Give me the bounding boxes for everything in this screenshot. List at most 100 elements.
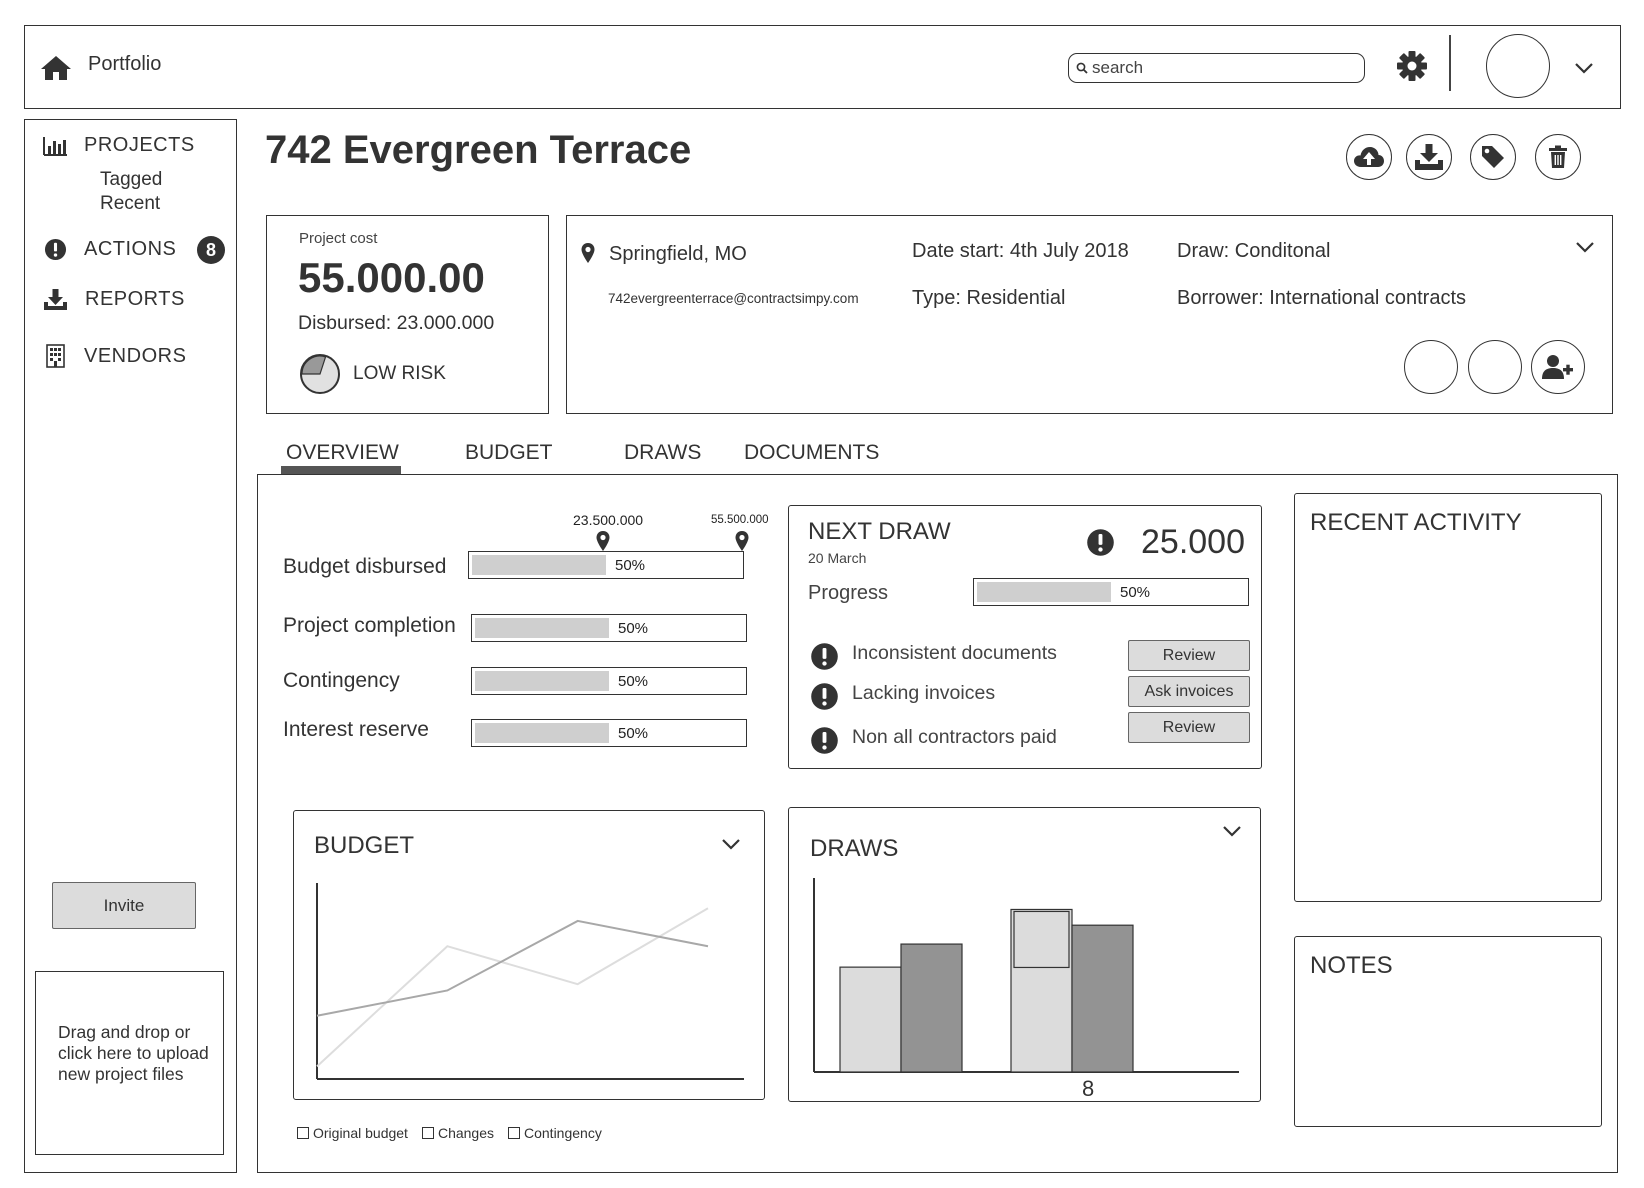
chevron-down-icon[interactable] [1575,240,1595,254]
member-avatar[interactable] [1404,340,1458,394]
exclamation-circle-icon [811,683,838,710]
metric-label-budget-disbursed: Budget disbursed [283,555,447,578]
legend-checkbox[interactable] [297,1127,309,1139]
trash-icon [1549,145,1567,168]
search-input[interactable]: search [1068,53,1365,83]
tab-budget[interactable]: BUDGET [465,441,553,464]
series-line-1 [316,919,709,1017]
actions-count-badge: 8 [197,236,225,264]
invite-button[interactable]: Invite [52,882,196,929]
tab-documents[interactable]: DOCUMENTS [744,441,880,464]
series-line-0 [316,907,709,1068]
location-pin-icon [735,531,749,551]
project-location: Springfield, MO [609,243,747,265]
metric-bar-fill [475,723,609,743]
project-email[interactable]: 742evergreenterrace@contractsimpy.com [608,291,859,306]
avatar[interactable] [1486,34,1550,98]
location-pin-icon [581,243,595,263]
tab-active-indicator [281,466,401,474]
metric-bar-interest-reserve: 50% [471,719,747,747]
sidebar-item-label: ACTIONS [84,238,177,260]
metric-bar-percent: 50% [615,556,646,574]
metric-bar-percent: 50% [618,724,649,742]
progress-bar-percent: 50% [1120,583,1151,601]
sidebar-item-actions[interactable]: ACTIONS [44,238,176,261]
building-icon [46,344,65,368]
bar-chart-icon [43,136,67,156]
download-tray-icon [44,289,67,310]
exclamation-circle-icon [44,238,67,261]
budget-legend: Original budget Changes Contingency [297,1125,616,1141]
add-member-button[interactable] [1531,340,1585,394]
legend-item[interactable]: Changes [421,1125,494,1141]
chevron-down-icon[interactable] [721,837,741,851]
download-button[interactable] [1406,134,1452,180]
upload-cloud-button[interactable] [1346,134,1392,180]
tag-button[interactable] [1470,134,1516,180]
review-documents-button[interactable]: Review [1128,640,1250,671]
sidebar-item-label: REPORTS [85,288,185,310]
ask-invoices-button[interactable]: Ask invoices [1128,676,1250,707]
metric-bar-fill [475,671,609,691]
project-type: Type: Residential [912,287,1066,309]
chevron-down-icon[interactable] [1222,824,1242,838]
metric-bar-fill [475,618,609,638]
sidebar-item-label: VENDORS [84,344,187,367]
draw-bar-1-1[interactable] [1071,924,1134,1073]
issue-text: Lacking invoices [852,682,996,704]
search-placeholder: search [1092,58,1144,77]
metric-bar-budget-disbursed: 50% [468,551,744,579]
tab-overview[interactable]: OVERVIEW [286,441,399,464]
metric-label-interest-reserve: Interest reserve [283,718,429,741]
exclamation-circle-icon [811,643,838,670]
sidebar-item-reports[interactable]: REPORTS [43,288,185,311]
next-draw-amount: 25.000 [1141,523,1245,561]
draws-x-label: 8 [1082,1076,1095,1101]
issue-text: Non all contractors paid [852,726,1057,748]
budget-marker-label: 55.500.000 [711,514,769,526]
user-plus-icon [1542,355,1573,379]
sidebar-item-vendors[interactable]: VENDORS [46,344,186,368]
project-cost-value: 55.000.00 [298,254,485,301]
app-title[interactable]: Portfolio [88,53,162,75]
member-avatar[interactable] [1468,340,1522,394]
exclamation-circle-icon [811,727,838,754]
progress-bar-fill [977,582,1111,602]
recent-activity-panel [1294,493,1602,902]
draw-bar-0-1[interactable] [900,943,963,1073]
draws-chart-title: DRAWS [810,835,899,862]
budget-line-chart [316,883,744,1080]
review-payments-button[interactable]: Review [1128,712,1250,743]
sidebar-subitem-tagged[interactable]: Tagged [100,169,163,190]
legend-checkbox[interactable] [508,1127,520,1139]
tab-draws[interactable]: DRAWS [624,441,702,464]
sidebar-item-projects[interactable]: PROJECTS [42,134,195,157]
location-pin-icon [596,531,610,551]
progress-label: Progress [808,582,889,604]
sidebar-subitem-recent[interactable]: Recent [100,193,161,214]
legend-checkbox[interactable] [421,1127,434,1139]
date-start: Date start: 4th July 2018 [912,240,1129,262]
page-title: 742 Evergreen Terrace [265,128,692,172]
draw-bar-0-0[interactable] [839,966,902,1073]
metric-bar-contingency: 50% [471,667,747,695]
metric-bar-percent: 50% [618,619,649,637]
upload-text: Drag and drop or click here to upload ne… [58,1022,209,1084]
legend-item[interactable]: Original budget [297,1125,408,1141]
upload-dropzone[interactable]: Drag and drop or click here to upload ne… [35,971,224,1155]
tag-icon [1482,146,1504,168]
draws-bar-chart [813,878,1239,1073]
download-icon [1415,144,1443,170]
metric-bar-fill [472,555,606,575]
delete-button[interactable] [1535,134,1581,180]
risk-label: LOW RISK [353,363,446,384]
metric-bar-project-completion: 50% [471,614,747,642]
metric-label-project-completion: Project completion [283,614,456,637]
legend-item[interactable]: Contingency [508,1125,602,1141]
risk-pie-icon [300,354,340,394]
next-draw-title: NEXT DRAW [808,518,951,545]
recent-activity-title: RECENT ACTIVITY [1310,509,1522,536]
chevron-down-icon[interactable] [1574,61,1594,75]
gear-icon[interactable] [1396,50,1428,82]
home-icon[interactable] [40,54,72,82]
